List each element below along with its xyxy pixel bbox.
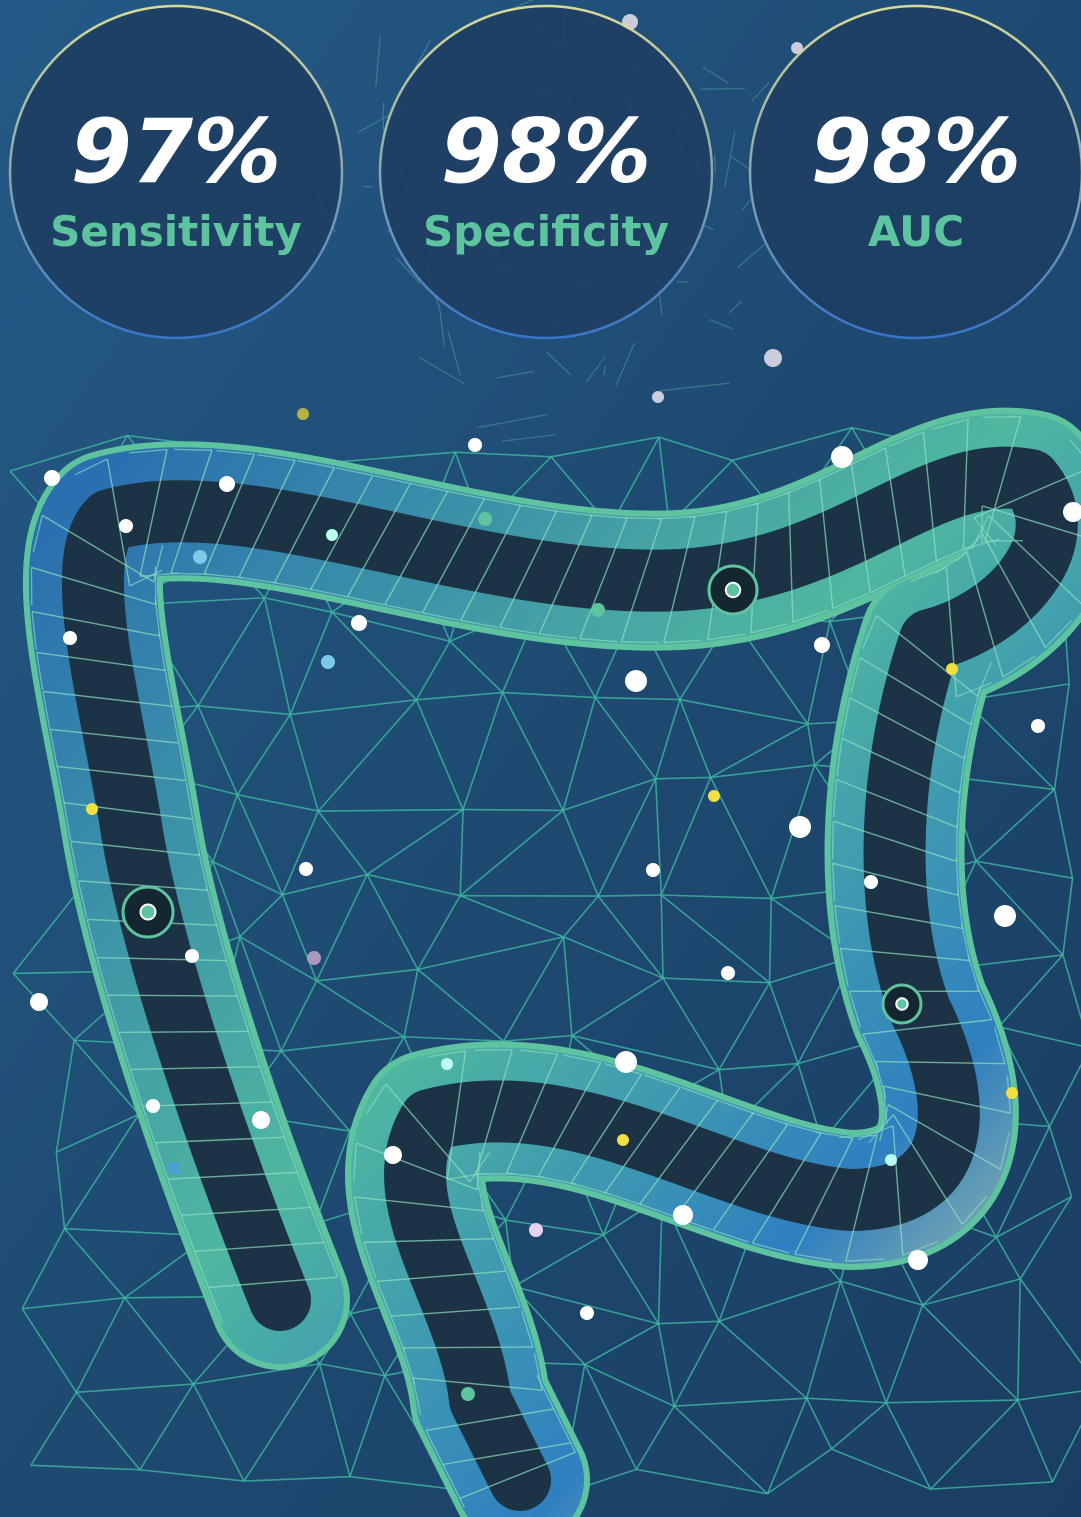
tube-mesh-line <box>985 541 1023 542</box>
tube-mesh-line <box>403 1347 533 1348</box>
node <box>617 1134 629 1146</box>
tube-mesh-line <box>833 821 834 859</box>
head-mesh-line <box>700 89 745 90</box>
node <box>299 862 313 876</box>
tube-mesh-line <box>621 642 659 643</box>
tube-mesh-line <box>107 995 237 996</box>
node <box>764 349 782 367</box>
node <box>1006 1087 1018 1099</box>
node <box>461 1387 475 1401</box>
node <box>146 1099 160 1113</box>
stat-label: Sensitivity <box>50 207 302 256</box>
tube-mesh-line <box>624 518 662 519</box>
stat-value: 98% <box>811 100 1022 203</box>
node <box>297 408 309 420</box>
target-dot <box>141 905 156 920</box>
node <box>652 391 664 403</box>
node <box>44 470 60 486</box>
node <box>946 663 958 675</box>
node <box>326 529 338 541</box>
node <box>864 875 878 889</box>
stat-label: Specificity <box>423 207 669 256</box>
mesh-line <box>463 810 563 811</box>
node <box>994 905 1016 927</box>
node <box>1031 719 1045 733</box>
node <box>625 670 647 692</box>
mesh-line <box>598 895 661 896</box>
node <box>252 1111 270 1129</box>
node <box>219 476 235 492</box>
node <box>885 1154 897 1166</box>
node <box>119 519 133 533</box>
stat-label: AUC <box>868 207 964 256</box>
page: 97%Sensitivity98%Specificity98%AUC (() =… <box>0 0 1081 1517</box>
node <box>721 966 735 980</box>
node <box>307 951 321 965</box>
node <box>478 512 492 526</box>
node <box>193 550 207 564</box>
tube-mesh-line <box>174 449 212 450</box>
target-dot <box>896 998 907 1009</box>
tube-mesh-line <box>957 823 958 861</box>
target-dot <box>726 583 740 597</box>
node <box>789 816 811 838</box>
node <box>185 949 199 963</box>
tube-mesh-line <box>983 417 1021 418</box>
node <box>831 446 853 468</box>
node <box>580 1306 594 1320</box>
stat-value: 98% <box>441 100 652 203</box>
node <box>30 993 48 1011</box>
infographic: 97%Sensitivity98%Specificity98%AUC <box>0 0 1081 1517</box>
stats: 97%Sensitivity98%Specificity98%AUC <box>10 6 1081 338</box>
tube-mesh-line <box>474 1050 512 1051</box>
node <box>351 615 367 631</box>
node <box>321 655 335 669</box>
node <box>168 1162 180 1174</box>
node <box>384 1146 402 1164</box>
node <box>529 1223 543 1237</box>
node <box>591 603 605 617</box>
node <box>615 1051 637 1073</box>
stat-value: 97% <box>71 100 282 203</box>
node <box>468 438 482 452</box>
tube-mesh-line <box>171 573 209 574</box>
node <box>441 1058 453 1070</box>
node <box>86 803 98 815</box>
node <box>673 1205 693 1225</box>
node <box>646 863 660 877</box>
node <box>63 631 77 645</box>
node <box>708 790 720 802</box>
node <box>814 637 830 653</box>
node <box>908 1250 928 1270</box>
